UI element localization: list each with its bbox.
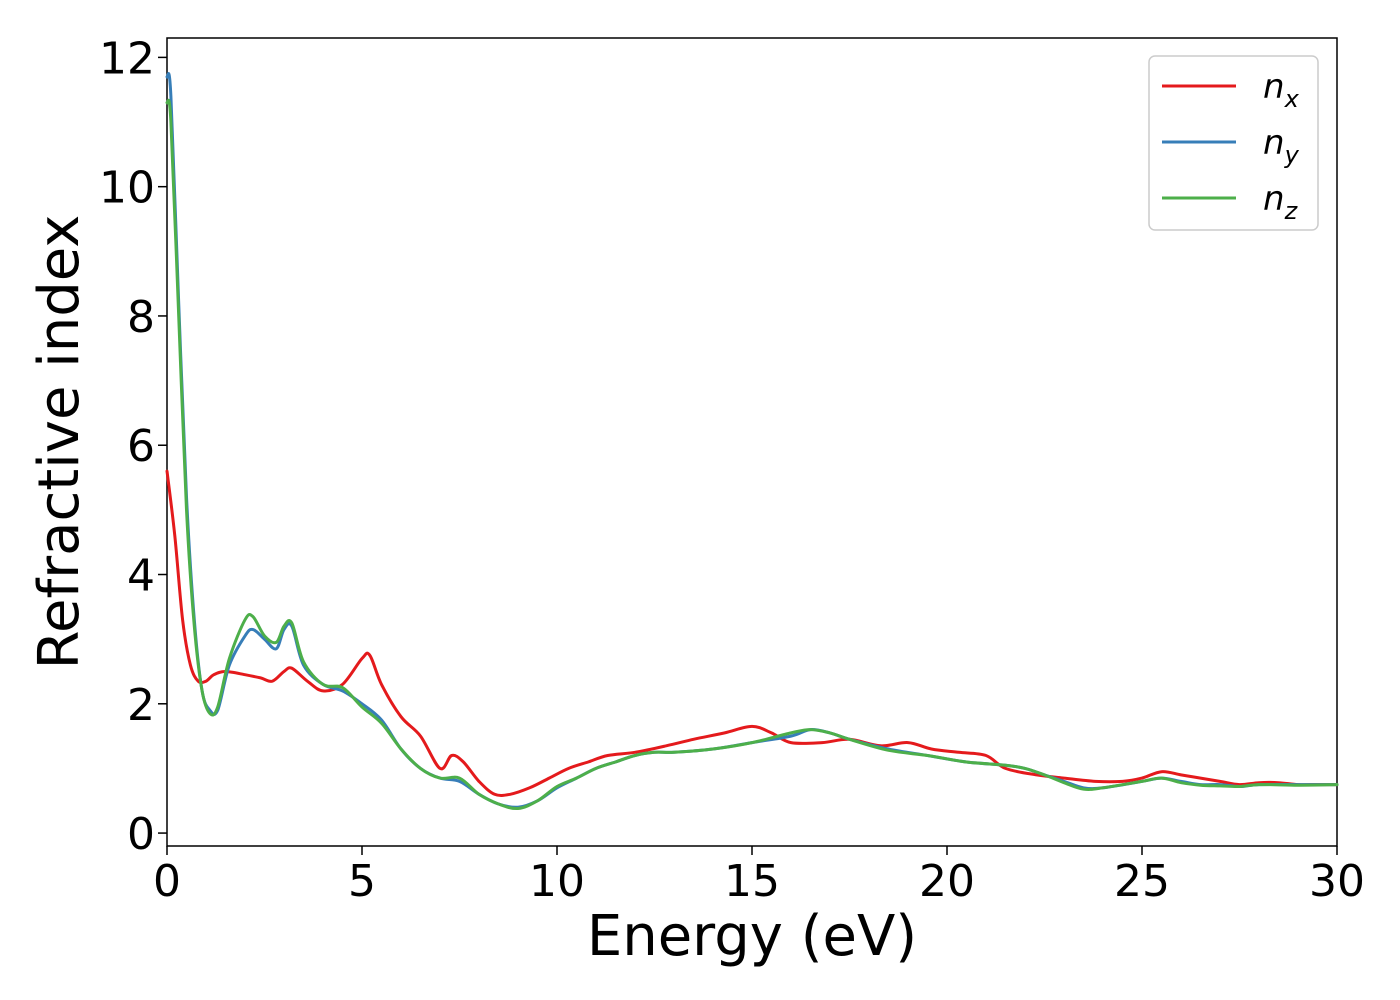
series-line-nz xyxy=(165,98,1339,811)
x-axis-ticks: 0 5 10 15 20 25 30 xyxy=(153,846,1365,907)
y-tick-label: 4 xyxy=(127,551,155,602)
x-tick-label: 15 xyxy=(724,856,780,907)
legend-subscript: z xyxy=(1284,197,1299,225)
x-tick-label: 20 xyxy=(919,856,975,907)
x-tick-label: 10 xyxy=(529,856,585,907)
x-tick-label: 5 xyxy=(348,856,376,907)
y-axis-title: Refractive index xyxy=(27,215,92,670)
legend-subscript: x xyxy=(1284,85,1300,113)
y-tick-label: 10 xyxy=(99,163,155,214)
y-tick-label: 6 xyxy=(127,421,155,472)
x-axis-title: Energy (eV) xyxy=(587,904,917,969)
x-tick-label: 30 xyxy=(1309,856,1365,907)
x-tick-label: 25 xyxy=(1114,856,1170,907)
y-tick-label: 12 xyxy=(99,33,155,84)
y-tick-label: 2 xyxy=(127,680,155,731)
y-tick-label: 0 xyxy=(127,809,155,860)
y-tick-label: 8 xyxy=(127,292,155,343)
series-layer xyxy=(165,72,1339,811)
plot-area xyxy=(166,37,1338,847)
series-line-nx xyxy=(165,469,1339,798)
y-axis-ticks: 0 2 4 6 8 10 12 xyxy=(99,33,167,860)
x-tick-label: 0 xyxy=(153,856,181,907)
legend-subscript: y xyxy=(1284,141,1300,169)
